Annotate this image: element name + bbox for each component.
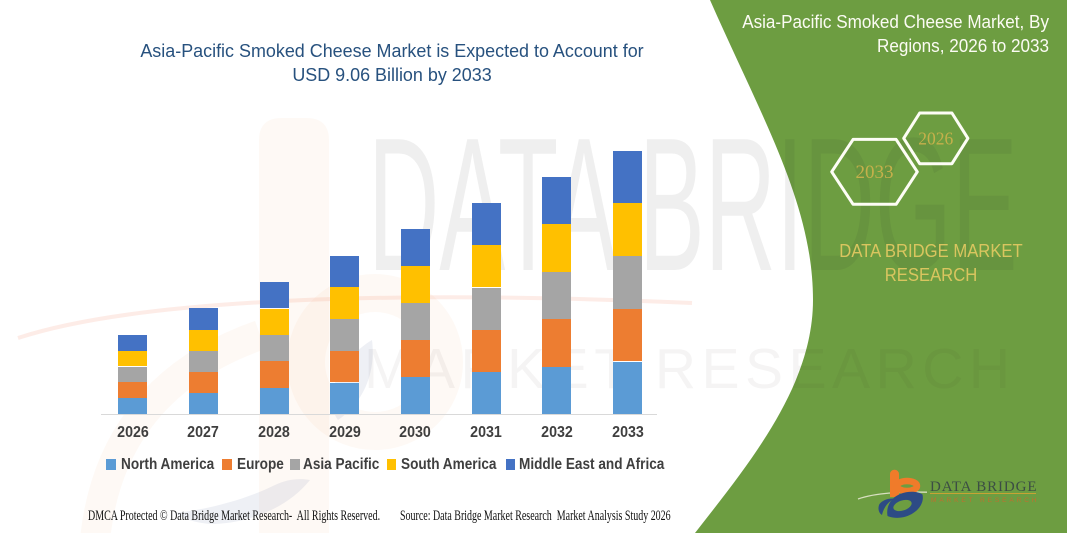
svg-text:2026: 2026 [918,129,953,149]
svg-text:2033: 2033 [856,162,894,183]
